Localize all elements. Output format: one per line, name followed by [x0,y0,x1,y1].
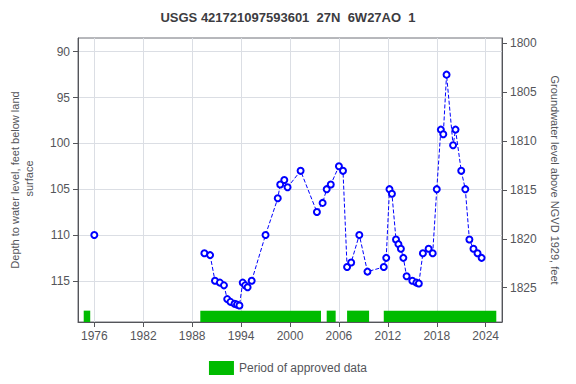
svg-text:Period of approved data: Period of approved data [239,361,367,375]
svg-text:105: 105 [50,182,70,196]
svg-text:USGS 421721097593601 27N 6W2: USGS 421721097593601 27N 6W27AO 1 [160,10,415,25]
svg-text:1805: 1805 [510,85,537,99]
svg-text:2000: 2000 [277,329,304,343]
svg-text:2012: 2012 [374,329,401,343]
svg-text:1988: 1988 [179,329,206,343]
svg-text:1976: 1976 [81,329,108,343]
svg-text:1810: 1810 [510,134,537,148]
svg-text:115: 115 [51,274,70,288]
svg-text:2024: 2024 [472,329,499,343]
svg-text:1800: 1800 [510,36,537,50]
svg-text:95: 95 [57,91,71,105]
svg-text:Depth to water level, feet bel: Depth to water level, feet below land [9,91,21,268]
svg-text:1994: 1994 [228,329,255,343]
svg-text:Groundwater level above NGVD 1: Groundwater level above NGVD 1929, feet [549,75,561,284]
svg-text:100: 100 [50,136,70,150]
svg-text:1825: 1825 [510,281,537,295]
svg-text:1815: 1815 [510,183,537,197]
svg-text:1982: 1982 [130,329,157,343]
svg-text:1820: 1820 [510,232,537,246]
svg-text:110: 110 [51,228,70,242]
svg-text:2006: 2006 [326,329,353,343]
svg-text:90: 90 [57,45,71,59]
svg-text:surface: surface [23,160,35,199]
svg-text:2018: 2018 [423,329,450,343]
